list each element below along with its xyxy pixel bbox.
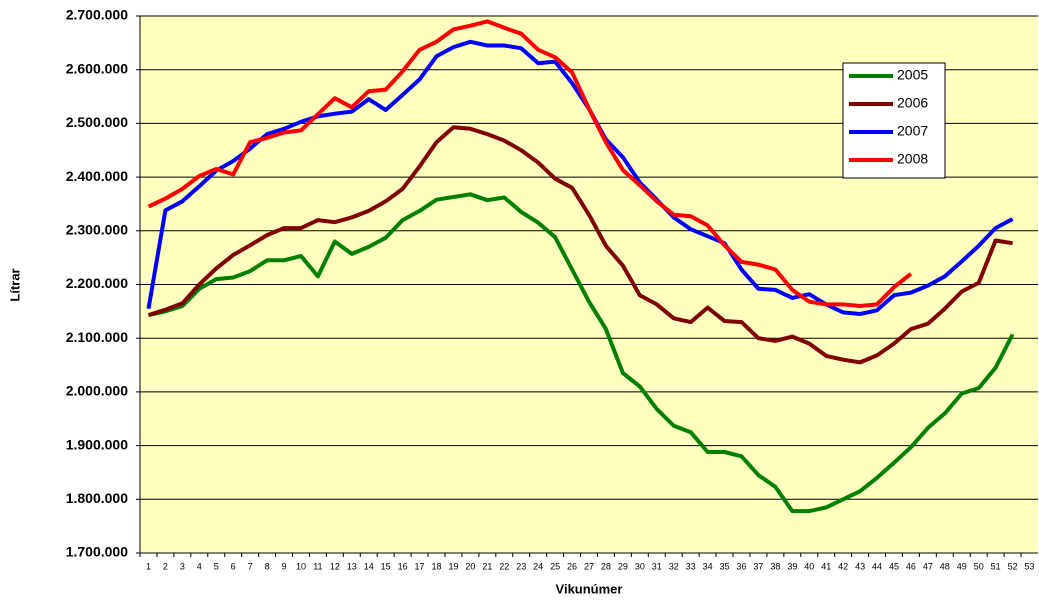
- x-tick-label: 24: [533, 561, 543, 571]
- x-tick-label: 48: [940, 561, 950, 571]
- y-axis-title: Lítrar: [7, 268, 22, 301]
- y-tick-label: 1.800.000: [66, 490, 128, 506]
- x-tick-label: 45: [889, 561, 899, 571]
- legend-label: 2008: [897, 151, 928, 167]
- x-tick-label: 7: [248, 561, 253, 571]
- x-tick-label: 16: [398, 561, 408, 571]
- y-tick-label: 2.500.000: [66, 114, 128, 130]
- x-tick-label: 51: [991, 561, 1001, 571]
- x-tick-label: 21: [482, 561, 492, 571]
- x-tick-label: 9: [282, 561, 287, 571]
- x-tick-label: 46: [906, 561, 916, 571]
- x-tick-label: 30: [635, 561, 645, 571]
- x-tick-label: 47: [923, 561, 933, 571]
- x-tick-label: 10: [296, 561, 306, 571]
- x-tick-label: 50: [974, 561, 984, 571]
- x-tick-label: 4: [197, 561, 202, 571]
- x-tick-label: 11: [313, 561, 322, 571]
- x-tick-label: 5: [214, 561, 219, 571]
- x-tick-label: 31: [652, 561, 662, 571]
- y-tick-label: 2.300.000: [66, 222, 128, 238]
- x-tick-label: 26: [567, 561, 577, 571]
- x-tick-label: 19: [448, 561, 458, 571]
- legend-label: 2006: [897, 95, 928, 111]
- x-tick-label: 35: [720, 561, 730, 571]
- x-tick-label: 20: [465, 561, 475, 571]
- x-tick-label: 28: [601, 561, 611, 571]
- x-tick-label: 17: [415, 561, 425, 571]
- x-tick-label: 49: [957, 561, 967, 571]
- series-line: [147, 19, 913, 308]
- x-tick-label: 44: [872, 561, 882, 571]
- series-line: [146, 39, 1014, 316]
- x-tick-label: 13: [347, 561, 357, 571]
- y-tick-label: 2.700.000: [66, 7, 128, 23]
- x-tick-label: 3: [180, 561, 185, 571]
- x-tick-label: 27: [584, 561, 594, 571]
- x-tick-label: 39: [787, 561, 797, 571]
- x-tick-label: 2: [163, 561, 168, 571]
- x-tick-label: 23: [516, 561, 526, 571]
- x-tick-label: 15: [381, 561, 391, 571]
- x-tick-label: 18: [432, 561, 442, 571]
- y-tick-label: 2.400.000: [66, 168, 128, 184]
- y-tick-label: 2.200.000: [66, 275, 128, 291]
- x-tick-label: 38: [770, 561, 780, 571]
- x-tick-label: 6: [231, 561, 236, 571]
- series-line: [148, 192, 1015, 514]
- x-tick-label: 25: [550, 561, 560, 571]
- x-axis-title: Vikunúmer: [556, 581, 623, 596]
- x-tick-label: 12: [330, 561, 340, 571]
- y-tick-label: 1.700.000: [66, 544, 128, 560]
- x-tick-label: 36: [736, 561, 746, 571]
- x-tick-label: 41: [821, 561, 831, 571]
- y-tick-label: 1.900.000: [66, 436, 128, 452]
- x-tick-label: 29: [618, 561, 628, 571]
- x-tick-label: 52: [1008, 561, 1018, 571]
- x-tick-label: 37: [753, 561, 763, 571]
- legend-label: 2005: [897, 67, 928, 83]
- y-tick-label: 2.600.000: [66, 60, 128, 76]
- series-line: [147, 125, 1013, 365]
- y-tick-label: 2.000.000: [66, 383, 128, 399]
- legend-label: 2007: [897, 123, 928, 139]
- x-tick-label: 32: [669, 561, 679, 571]
- y-tick-label: 2.100.000: [66, 329, 128, 345]
- x-tick-label: 40: [804, 561, 814, 571]
- x-tick-label: 8: [265, 561, 270, 571]
- x-tick-label: 53: [1025, 561, 1035, 571]
- x-tick-label: 34: [703, 561, 713, 571]
- x-tick-label: 22: [499, 561, 509, 571]
- x-tick-label: 1: [146, 561, 151, 571]
- x-tick-label: 43: [855, 561, 865, 571]
- x-tick-label: 33: [686, 561, 696, 571]
- x-tick-label: 42: [838, 561, 848, 571]
- x-tick-label: 14: [364, 561, 374, 571]
